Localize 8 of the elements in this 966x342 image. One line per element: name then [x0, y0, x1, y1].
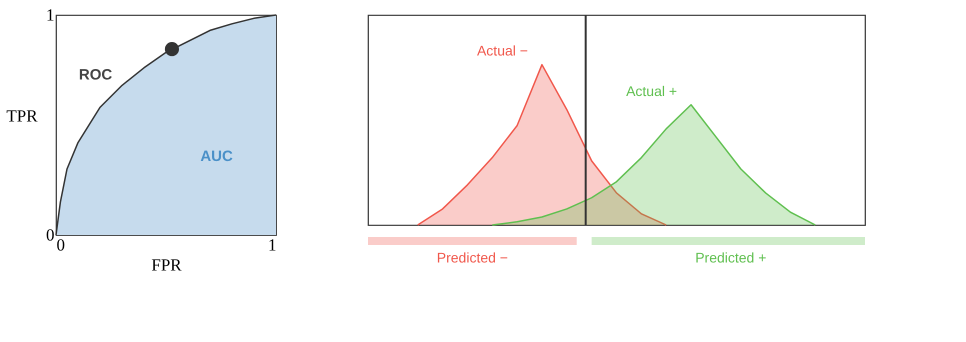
text: Predicted −: [436, 250, 508, 266]
text: Predicted +: [695, 250, 766, 266]
series-label: Actual +: [626, 82, 678, 99]
x-axis-title: FPR: [151, 256, 182, 274]
series-label: Actual −: [476, 42, 528, 59]
annotation: AUC: [200, 148, 234, 165]
annotation: ROC: [78, 66, 112, 84]
y-axis-title: TPR: [6, 106, 38, 126]
